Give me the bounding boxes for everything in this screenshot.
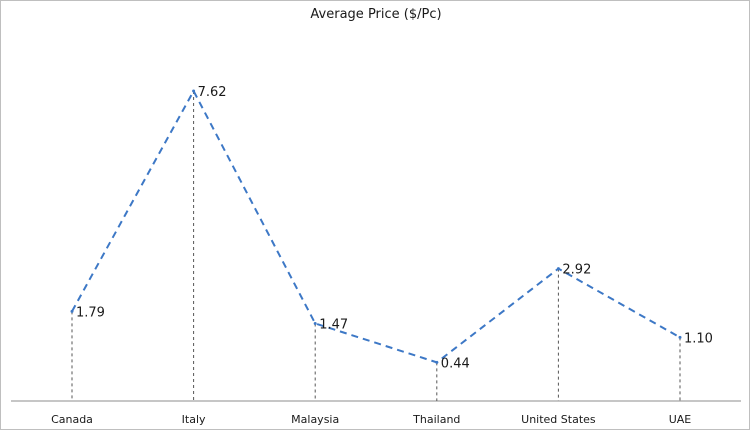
data-point-united-states <box>556 267 560 271</box>
x-tick-label-italy: Italy <box>182 413 206 426</box>
x-tick-label-uae: UAE <box>669 413 692 426</box>
series-line <box>71 88 681 364</box>
x-tick-label-canada: Canada <box>51 413 93 426</box>
data-point-malaysia <box>313 321 317 325</box>
x-tick-label-united-states: United States <box>521 413 596 426</box>
data-point-uae <box>678 335 682 339</box>
data-label-canada: 1.79 <box>76 305 105 320</box>
data-label-italy: 7.62 <box>198 85 227 100</box>
chart-title: Average Price ($/Pc) <box>310 7 442 22</box>
data-label-thailand: 0.44 <box>441 356 470 371</box>
x-tick-label-malaysia: Malaysia <box>291 413 339 426</box>
data-label-united-states: 2.92 <box>562 263 591 278</box>
data-point-thailand <box>435 360 439 364</box>
x-tick-label-thailand: Thailand <box>412 413 460 426</box>
data-point-canada <box>70 309 74 313</box>
data-point-italy <box>192 89 196 93</box>
data-label-malaysia: 1.47 <box>319 317 348 332</box>
data-label-uae: 1.10 <box>684 331 713 346</box>
